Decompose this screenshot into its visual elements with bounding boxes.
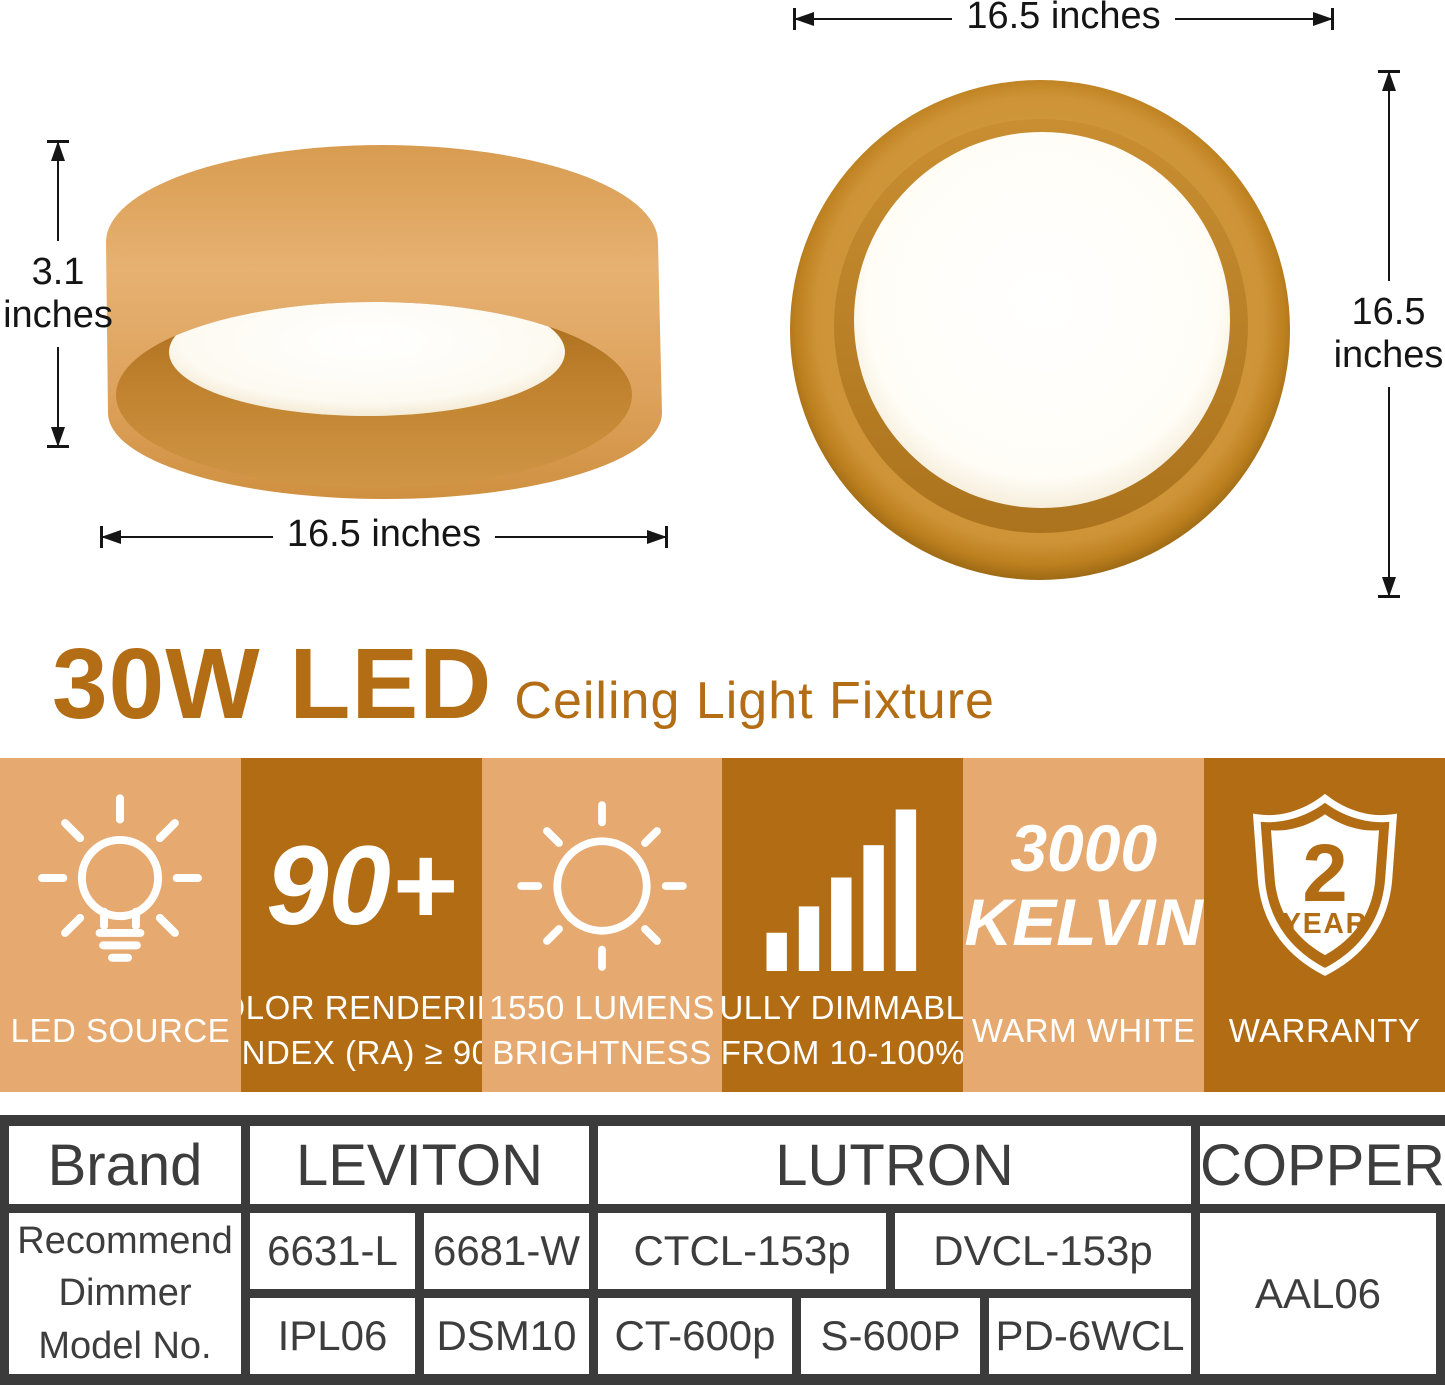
page-title: 30W LED Ceiling Light Fixture — [52, 632, 995, 736]
title-product-type: Ceiling Light Fixture — [514, 672, 995, 730]
dimension-label: 3.1 inches — [3, 251, 113, 336]
feature-tile-dimmable: FULLY DIMMABLE FROM 10-100% — [722, 758, 964, 1092]
feature-label-line2: FROM 10-100% — [722, 1034, 964, 1071]
table-cell: DVCL-153p — [895, 1213, 1191, 1289]
feature-tile-cri: 90+ COLOR RENDERING INDEX (RA) ≥ 90 — [240, 758, 482, 1092]
feature-label-line2: BRIGHTNESS — [492, 1034, 712, 1071]
header-brand: Brand — [9, 1126, 241, 1204]
dimension-side-width: 16.5 inches — [100, 513, 668, 557]
feature-band: LED SOURCE 90+ COLOR RENDERING INDEX (RA… — [0, 758, 1445, 1092]
top-view-illustration — [790, 80, 1290, 580]
cri-value: 90+ — [266, 823, 457, 948]
table-cell: 6631-L — [250, 1213, 415, 1289]
diffuser-panel — [169, 302, 565, 416]
feature-label: WARM WHITE — [971, 1011, 1196, 1049]
feature-label: LED SOURCE — [10, 1011, 231, 1049]
table-cell: IPL06 — [250, 1298, 415, 1374]
leviton-models: 6631-L 6681-W IPL06 DSM10 — [250, 1213, 589, 1374]
bulb-icon — [38, 794, 203, 962]
dimension-arrow — [51, 140, 65, 242]
dimension-arrow — [1381, 70, 1396, 282]
feature-label: WARRANTY — [1228, 1011, 1421, 1049]
table-cell: CTCL-153p — [598, 1213, 887, 1289]
feature-label-line1: COLOR RENDERING — [241, 989, 482, 1026]
side-view-illustration — [106, 145, 662, 499]
table-body: Recommend Dimmer Model No. 6631-L 6681-W… — [9, 1213, 1436, 1374]
dimension-arrow — [1174, 12, 1334, 26]
dimension-label: 16.5 inches — [1333, 291, 1444, 376]
title-wattage: 30W LED — [52, 628, 493, 740]
table-cell: CT-600p — [598, 1298, 792, 1374]
dimension-top-width: 16.5 inches — [793, 0, 1334, 38]
table-cell: PD-6WCL — [989, 1298, 1191, 1374]
dimension-side-height: 3.1 inches — [0, 140, 116, 448]
dimension-arrow — [495, 530, 667, 544]
dimension-arrow — [793, 12, 953, 26]
header-lutron: LUTRON — [598, 1126, 1191, 1204]
feature-label-line1: 1550 LUMENS — [489, 989, 715, 1026]
lutron-models: CTCL-153p DVCL-153p CT-600p S-600P PD-6W… — [598, 1213, 1191, 1374]
table-cell: DSM10 — [424, 1298, 589, 1374]
copper-model: AAL06 — [1200, 1213, 1436, 1374]
feature-tile-warranty: 2 YEAR WARRANTY — [1204, 758, 1445, 1092]
kelvin-value: 3000 KELVIN — [964, 811, 1203, 959]
sun-icon — [517, 801, 687, 971]
dimension-label: 16.5 inches — [966, 0, 1161, 37]
diffuser-top — [854, 132, 1230, 508]
dimension-arrow — [101, 530, 273, 544]
table-cell: 6681-W — [424, 1213, 589, 1289]
shield-icon: 2 YEAR — [1252, 793, 1397, 976]
dimension-arrow — [51, 346, 65, 448]
header-copper: COPPER — [1200, 1126, 1445, 1204]
table-cell: S-600P — [800, 1298, 981, 1374]
warranty-years: 2 — [1302, 828, 1347, 919]
header-leviton: LEVITON — [250, 1126, 589, 1204]
dimension-arrow — [1381, 386, 1396, 598]
dimmer-bars-icon — [766, 809, 916, 971]
feature-tile-lumens: 1550 LUMENS BRIGHTNESS — [481, 758, 723, 1092]
row-header-recommend-dimmer: Recommend Dimmer Model No. — [9, 1213, 241, 1374]
dimmer-compatibility-table: Brand LEVITON LUTRON COPPER Recommend Di… — [0, 1115, 1445, 1385]
feature-label-line1: FULLY DIMMABLE — [722, 989, 964, 1026]
feature-label-line2: INDEX (RA) ≥ 90 — [240, 1034, 482, 1071]
feature-tile-kelvin: 3000 KELVIN WARM WHITE — [963, 758, 1205, 1092]
dimension-label: 16.5 inches — [286, 512, 482, 555]
dimension-top-height: 16.5 inches — [1332, 70, 1445, 598]
warranty-year-word: YEAR — [1282, 908, 1368, 940]
table-header-row: Brand LEVITON LUTRON COPPER — [9, 1126, 1445, 1204]
feature-tile-led-source: LED SOURCE — [0, 758, 241, 1092]
